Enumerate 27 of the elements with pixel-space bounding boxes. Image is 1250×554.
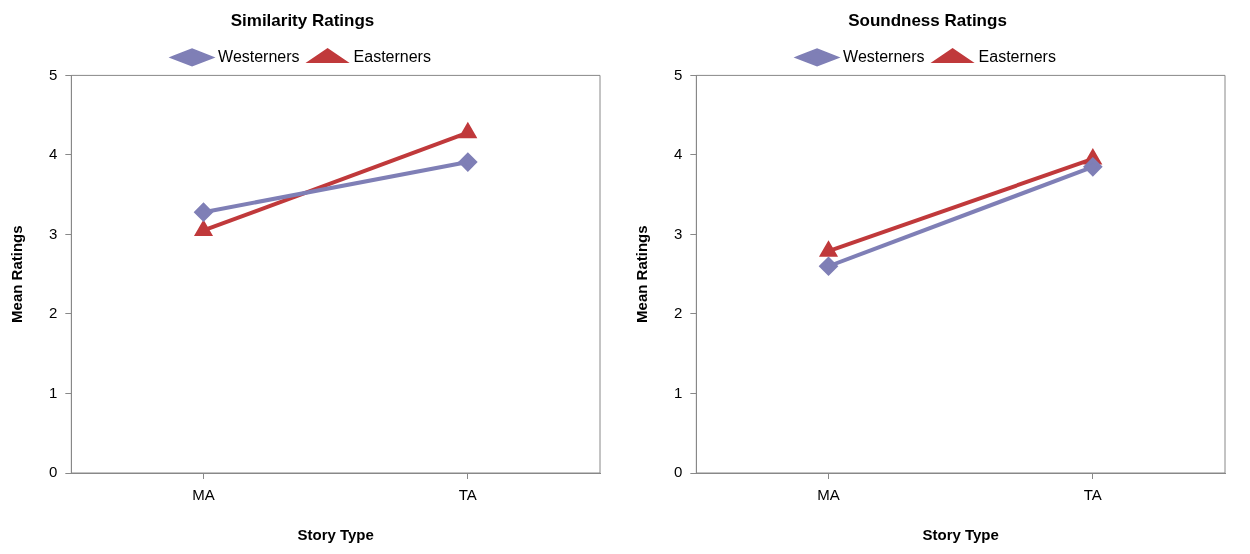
y-tick-label: 2 <box>49 304 58 322</box>
y-tick-label: 0 <box>49 463 58 481</box>
legend-label: Easterners <box>353 47 431 65</box>
y-axis-title: Mean Ratings <box>8 225 26 323</box>
point <box>819 257 838 276</box>
x-tick-label: MA <box>817 486 840 504</box>
y-tick-label: 3 <box>674 224 683 242</box>
x-tick-label: MA <box>192 486 215 504</box>
x-axis-title: Story Type <box>922 526 999 544</box>
y-tick-label: 2 <box>674 304 683 322</box>
y-tick-label: 4 <box>674 145 683 163</box>
x-tick-label: TA <box>1083 486 1102 504</box>
legend-label: Easterners <box>978 47 1056 65</box>
chart-title: Similarity Ratings <box>230 10 375 30</box>
y-axis-title: Mean Ratings <box>633 225 651 323</box>
y-tick-label: 0 <box>674 463 683 481</box>
y-tick-label: 5 <box>674 65 683 83</box>
y-tick-label: 1 <box>49 383 58 401</box>
chart-title: Soundness Ratings <box>848 10 1007 30</box>
legend-label: Westerners <box>218 47 300 65</box>
x-axis-title: Story Type <box>297 526 374 544</box>
y-tick-label: 4 <box>49 145 58 163</box>
y-tick-label: 3 <box>49 224 58 242</box>
legend-label: Westerners <box>843 47 925 65</box>
x-tick-label: TA <box>458 486 477 504</box>
y-tick-label: 1 <box>674 383 683 401</box>
y-tick-label: 5 <box>49 65 58 83</box>
